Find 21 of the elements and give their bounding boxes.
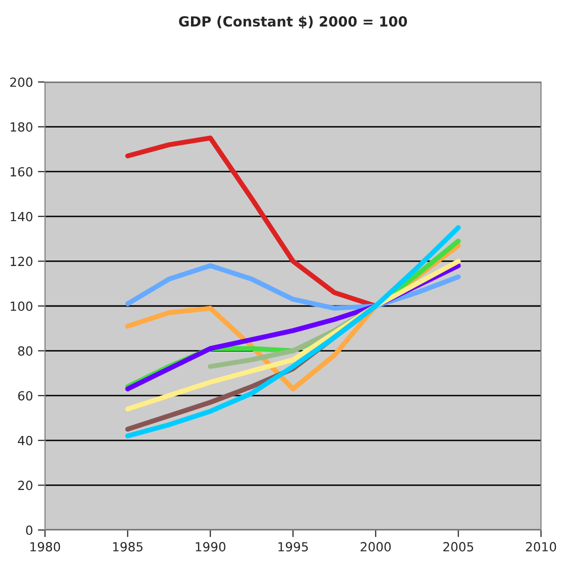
- x-tick-label: 1995: [278, 542, 308, 552]
- y-tick-label: 160: [10, 167, 32, 177]
- y-tick-label: 120: [10, 256, 32, 266]
- x-tick-label: 2010: [526, 542, 556, 552]
- x-tick-label: 1985: [113, 542, 142, 552]
- x-tick-label: 2000: [360, 542, 391, 552]
- chart-title: GDP (Constant $) 2000 = 100: [179, 16, 408, 28]
- y-tick-label: 100: [10, 301, 32, 311]
- line-series: [125, 225, 461, 438]
- x-tick-label: 1990: [196, 542, 226, 552]
- x-tick-label: 2005: [443, 542, 474, 552]
- y-tick-label: 20: [18, 480, 32, 490]
- y-tick-label: 40: [18, 436, 32, 446]
- y-tick-label: 180: [10, 122, 32, 132]
- y-tick-label: 0: [26, 525, 32, 535]
- y-tick-label: 60: [18, 391, 32, 401]
- x-tick-label: 1980: [30, 542, 60, 552]
- y-tick-label: 80: [18, 346, 32, 356]
- y-tick-label: 200: [10, 77, 32, 87]
- line-series: [125, 263, 461, 311]
- y-tick-label: 140: [10, 212, 32, 222]
